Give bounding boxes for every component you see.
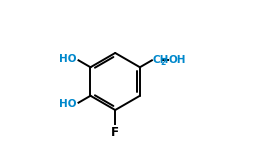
Text: F: F xyxy=(111,126,119,139)
Text: HO: HO xyxy=(59,54,77,65)
Text: 2: 2 xyxy=(160,58,165,67)
Text: HO: HO xyxy=(59,98,77,109)
Text: CH: CH xyxy=(153,55,169,65)
Text: OH: OH xyxy=(169,55,186,65)
